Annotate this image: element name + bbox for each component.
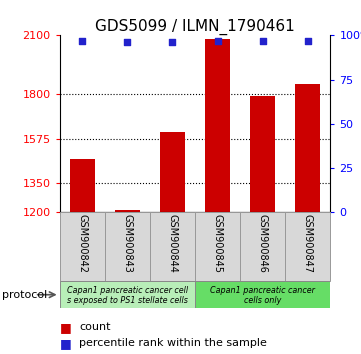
Text: count: count [79, 322, 111, 332]
Bar [295, 84, 320, 212]
Point [79, 38, 85, 44]
Text: Capan1 pancreatic cancer: Capan1 pancreatic cancer [210, 286, 315, 295]
Point [170, 40, 175, 45]
Text: GSM900847: GSM900847 [303, 215, 313, 274]
Text: GSM900842: GSM900842 [77, 215, 87, 274]
Title: GDS5099 / ILMN_1790461: GDS5099 / ILMN_1790461 [95, 19, 295, 35]
Bar [240, 212, 285, 281]
Bar [150, 212, 195, 281]
Text: GSM900846: GSM900846 [258, 215, 268, 273]
Text: ■: ■ [60, 337, 71, 350]
Bar [70, 159, 95, 212]
Point [305, 38, 310, 44]
Bar [160, 132, 185, 212]
Text: protocol: protocol [2, 290, 47, 299]
Bar [195, 281, 330, 308]
Text: cells only: cells only [244, 296, 281, 305]
Bar [105, 212, 150, 281]
Text: ■: ■ [60, 321, 71, 334]
Bar [60, 281, 195, 308]
Bar [115, 210, 140, 212]
Bar [195, 212, 240, 281]
Bar [205, 39, 230, 212]
Text: GSM900844: GSM900844 [168, 215, 177, 273]
Bar [285, 212, 330, 281]
Text: GSM900843: GSM900843 [122, 215, 132, 273]
Point [124, 40, 130, 45]
Bar [60, 212, 105, 281]
Text: Capan1 pancreatic cancer cell: Capan1 pancreatic cancer cell [67, 286, 188, 295]
Point [214, 38, 220, 44]
Bar [250, 96, 275, 212]
Point [260, 38, 266, 44]
Text: GSM900845: GSM900845 [213, 215, 222, 274]
Text: s exposed to PS1 stellate cells: s exposed to PS1 stellate cells [67, 296, 188, 305]
Text: percentile rank within the sample: percentile rank within the sample [79, 338, 267, 348]
